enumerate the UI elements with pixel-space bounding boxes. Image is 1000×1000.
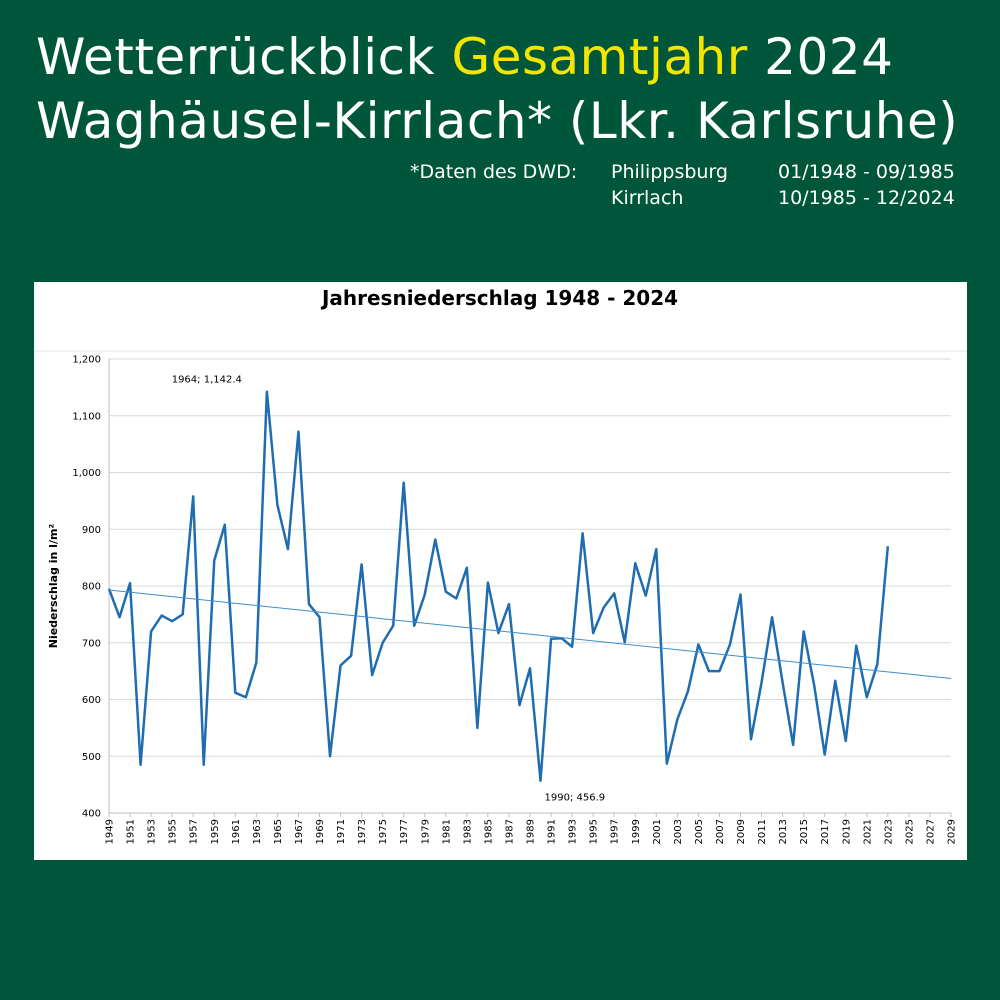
y-axis-label: Niederschlag in l/m² [47, 524, 60, 649]
x-tick-label: 1991 [547, 819, 558, 844]
x-tick-label: 2005 [694, 819, 705, 844]
x-tick-label: 1987 [504, 819, 515, 844]
x-tick-label: 1971 [336, 819, 347, 844]
x-tick-label: 2013 [778, 819, 789, 844]
x-tick-label: 2027 [925, 819, 936, 844]
data-label-max: 1964; 1,142.4 [172, 375, 242, 386]
x-tick-label: 1999 [631, 819, 642, 844]
x-tick-label: 1983 [462, 819, 473, 844]
x-tick-label: 1953 [147, 819, 158, 844]
x-tick-label: 1973 [357, 819, 368, 844]
x-tick-label: 1979 [420, 819, 431, 844]
station-name-1: Philippsburg [611, 161, 728, 183]
title-part2: 2024 [747, 28, 894, 86]
x-tick-label: 1995 [589, 819, 600, 844]
x-tick-label: 1957 [189, 819, 200, 844]
x-tick-label: 1993 [568, 819, 579, 844]
y-tick-label: 400 [82, 809, 101, 820]
x-tick-label: 2003 [673, 819, 684, 844]
x-tick-label: 2009 [736, 819, 747, 844]
trendline [108, 589, 952, 679]
x-tick-label: 2023 [883, 819, 894, 844]
y-tick-label: 1,000 [72, 468, 101, 479]
y-tick-label: 900 [82, 525, 101, 536]
x-tick-label: 2025 [904, 819, 915, 844]
y-tick-label: 1,200 [72, 355, 101, 366]
y-tick-label: 1,100 [72, 411, 101, 422]
station-name-2: Kirrlach [611, 187, 684, 209]
data-label-min: 1990; 456.9 [545, 793, 606, 804]
x-tick-label: 1997 [610, 819, 621, 844]
x-tick-label: 1965 [273, 819, 284, 844]
station-period-1: 01/1948 - 09/1985 [778, 161, 955, 183]
x-tick-label: 2017 [820, 819, 831, 844]
station-period-2: 10/1985 - 12/2024 [778, 187, 955, 209]
x-tick-label: 2011 [757, 819, 768, 844]
x-tick-label: 2015 [799, 819, 810, 844]
source-label: *Daten des DWD: [410, 161, 578, 183]
x-tick-label: 1963 [252, 819, 263, 844]
x-tick-label: 2007 [715, 819, 726, 844]
x-tick-label: 2029 [947, 819, 958, 844]
x-tick-label: 1951 [126, 819, 137, 844]
y-tick-label: 600 [82, 695, 101, 706]
x-tick-label: 1989 [526, 819, 537, 844]
x-tick-label: 1985 [483, 819, 494, 844]
x-tick-label: 1967 [294, 819, 305, 844]
x-tick-label: 1949 [105, 819, 116, 844]
x-tick-label: 1975 [378, 819, 389, 844]
y-tick-label: 500 [82, 752, 101, 763]
x-tick-label: 1969 [315, 819, 326, 844]
y-tick-label: 700 [82, 638, 101, 649]
x-tick-label: 2019 [841, 819, 852, 844]
page-subtitle: Waghäusel-Kirrlach* (Lkr. Karlsruhe) [36, 92, 959, 150]
chart-title: Jahresniederschlag 1948 - 2024 [320, 286, 678, 310]
precipitation-chart: Jahresniederschlag 1948 - 2024 400 500 600 7… [34, 286, 967, 844]
title-part1: Wetterrückblick [36, 28, 452, 86]
x-tick-label: 1961 [231, 819, 242, 844]
y-tick-label: 800 [82, 582, 101, 593]
x-tick-label: 2021 [862, 819, 873, 844]
x-tick-label: 1977 [399, 819, 410, 844]
title-highlight: Gesamtjahr [451, 28, 748, 86]
x-tick-label: 1981 [441, 819, 452, 844]
precipitation-line [107, 390, 890, 782]
page-title: Wetterrückblick Gesamtjahr 2024 [36, 28, 893, 86]
chart-panel: Jahresniederschlag 1948 - 2024 400 500 600 7… [34, 282, 967, 860]
x-tick-label: 2001 [652, 819, 663, 844]
x-tick-label: 1955 [168, 819, 179, 844]
x-tick-label: 1959 [210, 819, 221, 844]
